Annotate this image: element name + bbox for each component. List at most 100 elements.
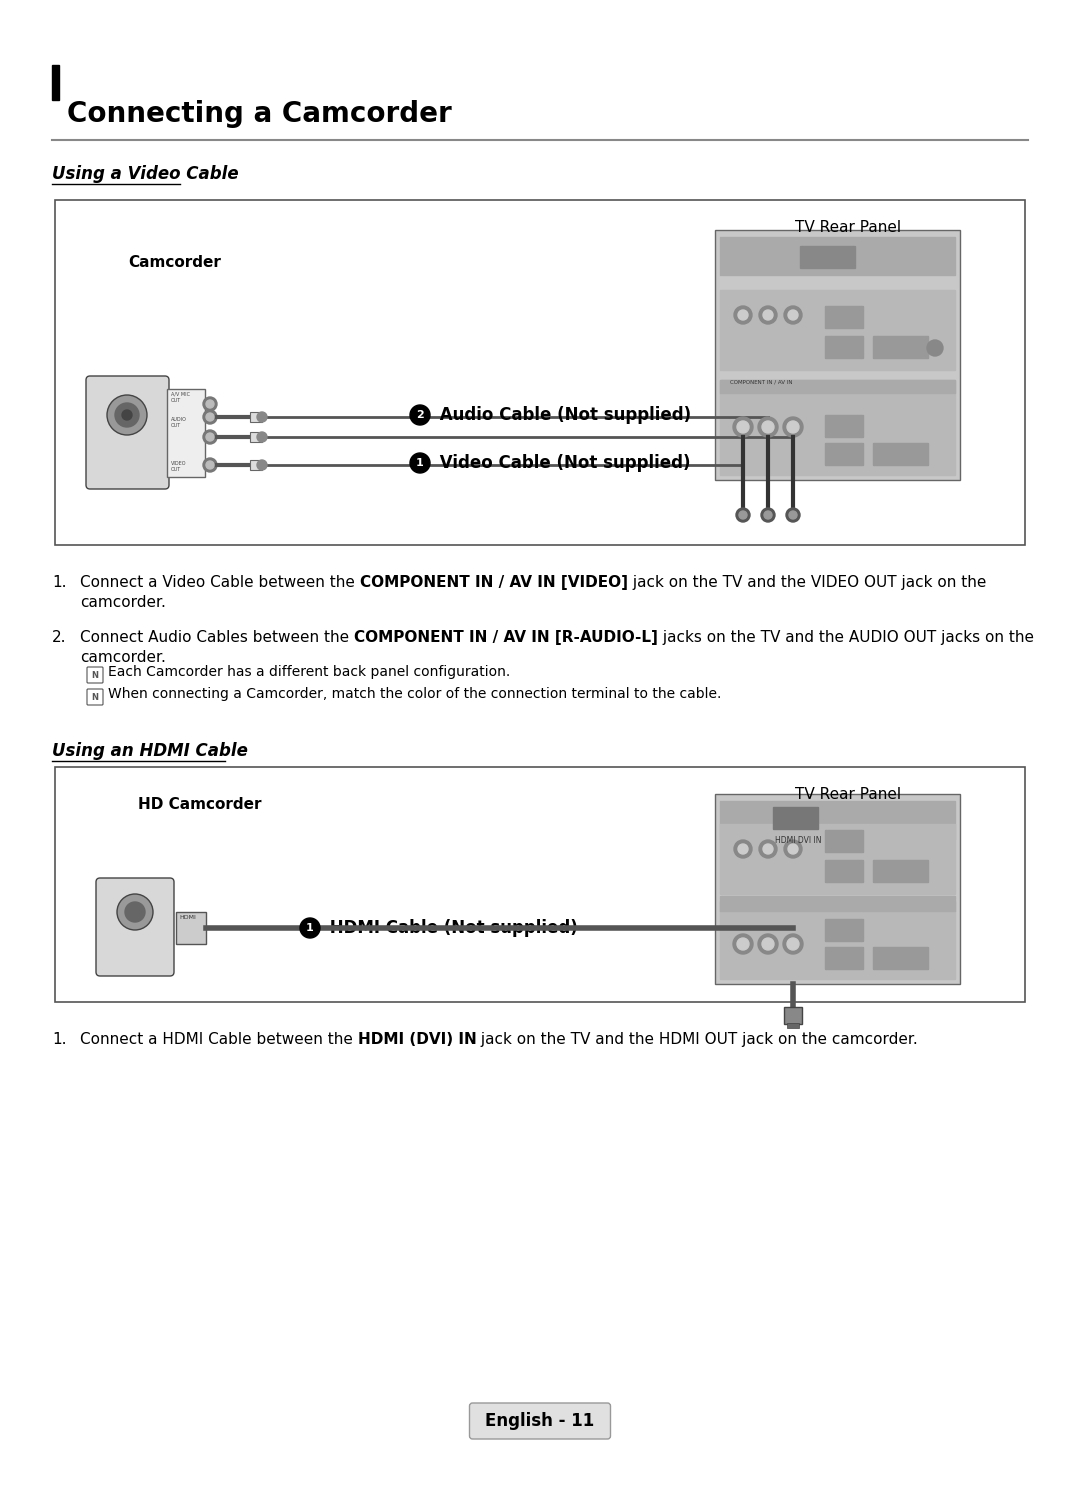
Circle shape [734, 841, 752, 859]
Circle shape [107, 394, 147, 434]
Circle shape [758, 417, 778, 437]
Circle shape [206, 433, 214, 440]
Bar [720, 379, 955, 475]
Circle shape [784, 307, 802, 324]
Circle shape [114, 403, 139, 427]
Circle shape [733, 417, 753, 437]
Circle shape [784, 841, 802, 859]
Text: jack on the TV and the VIDEO OUT jack on the: jack on the TV and the VIDEO OUT jack on… [627, 574, 986, 591]
Circle shape [764, 510, 772, 519]
Circle shape [762, 421, 774, 433]
Circle shape [758, 934, 778, 954]
Circle shape [738, 310, 748, 320]
Text: HDMI DVI IN: HDMI DVI IN [775, 836, 822, 845]
Circle shape [410, 405, 430, 426]
Bar [873, 443, 928, 464]
Bar [720, 902, 955, 979]
Text: When connecting a Camcorder, match the color of the connection terminal to the c: When connecting a Camcorder, match the c… [108, 687, 721, 701]
Bar [873, 860, 928, 882]
Bar [825, 415, 863, 437]
Circle shape [737, 937, 750, 949]
Bar [784, 1007, 802, 1024]
Circle shape [203, 458, 217, 472]
Bar [720, 379, 955, 393]
FancyBboxPatch shape [470, 1403, 610, 1439]
Text: COMPONENT IN / AV IN: COMPONENT IN / AV IN [730, 379, 793, 385]
Text: Video Cable (Not supplied): Video Cable (Not supplied) [434, 454, 690, 472]
Bar [720, 801, 955, 839]
Text: English - 11: English - 11 [485, 1412, 595, 1430]
FancyBboxPatch shape [55, 199, 1025, 545]
Text: 2: 2 [416, 411, 423, 420]
FancyBboxPatch shape [96, 878, 174, 976]
Text: camcorder.: camcorder. [80, 650, 166, 665]
Bar [825, 830, 863, 853]
Circle shape [125, 902, 145, 923]
Text: VIDEO
OUT: VIDEO OUT [171, 461, 187, 472]
Bar [52, 65, 59, 100]
Text: Using an HDMI Cable: Using an HDMI Cable [52, 743, 248, 760]
Bar [249, 460, 262, 470]
Bar [787, 1024, 799, 1028]
Text: Connect a HDMI Cable between the: Connect a HDMI Cable between the [80, 1033, 357, 1048]
Text: Audio Cable (Not supplied): Audio Cable (Not supplied) [434, 406, 691, 424]
Text: COMPONENT IN / AV IN [VIDEO]: COMPONENT IN / AV IN [VIDEO] [360, 574, 627, 591]
Circle shape [787, 937, 799, 949]
Circle shape [206, 461, 214, 469]
Bar [249, 432, 262, 442]
Text: Camcorder: Camcorder [129, 254, 221, 269]
Bar [720, 290, 955, 371]
Text: jacks on the TV and the AUDIO OUT jacks on the: jacks on the TV and the AUDIO OUT jacks … [658, 629, 1034, 644]
Text: 2.: 2. [52, 629, 67, 644]
Text: A/V MIC
OUT: A/V MIC OUT [171, 391, 190, 403]
Circle shape [257, 412, 267, 423]
Text: Using a Video Cable: Using a Video Cable [52, 165, 239, 183]
Circle shape [206, 400, 214, 408]
Text: 1: 1 [306, 923, 314, 933]
Bar [800, 246, 855, 268]
Bar [825, 920, 863, 940]
Circle shape [787, 421, 799, 433]
Circle shape [759, 841, 777, 859]
Circle shape [786, 507, 800, 522]
Circle shape [927, 339, 943, 356]
Circle shape [737, 421, 750, 433]
Text: 1.: 1. [52, 1033, 67, 1048]
FancyBboxPatch shape [55, 766, 1025, 1001]
Circle shape [203, 430, 217, 443]
FancyBboxPatch shape [86, 376, 168, 490]
Text: camcorder.: camcorder. [80, 595, 166, 610]
FancyBboxPatch shape [87, 667, 103, 683]
Circle shape [762, 844, 773, 854]
Circle shape [117, 894, 153, 930]
Text: 1: 1 [416, 458, 423, 469]
Circle shape [410, 452, 430, 473]
Circle shape [734, 307, 752, 324]
Text: HD Camcorder: HD Camcorder [138, 798, 261, 812]
Circle shape [735, 507, 750, 522]
Bar [825, 307, 863, 327]
Text: Each Camcorder has a different back panel configuration.: Each Camcorder has a different back pane… [108, 665, 510, 679]
Circle shape [122, 411, 132, 420]
Circle shape [761, 507, 775, 522]
Text: Connect a Video Cable between the: Connect a Video Cable between the [80, 574, 360, 591]
Circle shape [762, 310, 773, 320]
Circle shape [788, 844, 798, 854]
Circle shape [300, 918, 320, 937]
Text: AUDIO
OUT: AUDIO OUT [171, 417, 187, 427]
Bar [167, 388, 205, 478]
Text: HDMI (DVI) IN: HDMI (DVI) IN [357, 1033, 476, 1048]
Bar [773, 806, 818, 829]
Circle shape [739, 510, 747, 519]
FancyBboxPatch shape [715, 231, 960, 481]
Circle shape [738, 844, 748, 854]
Text: HDMI Cable (Not supplied): HDMI Cable (Not supplied) [324, 920, 578, 937]
Text: Connecting a Camcorder: Connecting a Camcorder [67, 100, 451, 128]
Bar [873, 336, 928, 359]
Circle shape [257, 460, 267, 470]
Bar [825, 946, 863, 969]
Circle shape [733, 934, 753, 954]
Bar [249, 412, 262, 423]
Text: COMPONENT IN / AV IN [R-AUDIO-L]: COMPONENT IN / AV IN [R-AUDIO-L] [354, 629, 658, 644]
Text: HDMI: HDMI [179, 915, 195, 920]
